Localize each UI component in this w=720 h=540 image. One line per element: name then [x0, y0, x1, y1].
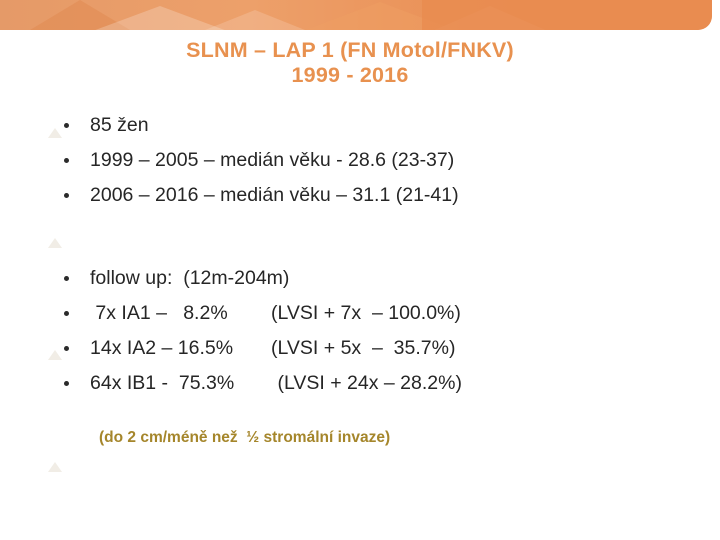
bullet-text: 14x IA2 – 16.5% (LVSI + 5x – 35.7%) — [90, 337, 456, 359]
banner-triangle-icon — [90, 6, 230, 30]
bullet-text: follow up: (12m-204m) — [90, 267, 290, 289]
banner-rounded-overlay — [422, 0, 712, 30]
slide-title-line2: 1999 - 2016 — [291, 63, 409, 87]
bullet-marker-icon — [64, 311, 69, 316]
slide-title: SLNM – LAP 1 (FN Motol/FNKV) 1999 - 2016 — [0, 38, 700, 88]
top-banner — [0, 0, 712, 30]
bullet-text: 7x IA1 – 8.2% (LVSI + 7x – 100.0%) — [90, 302, 461, 324]
bullet-text: 64x IB1 - 75.3% (LVSI + 24x – 28.2%) — [90, 372, 462, 394]
footnote: (do 2 cm/méně než ½ stromální invaze) — [99, 429, 391, 446]
list-item: 64x IB1 - 75.3% (LVSI + 24x – 28.2%) — [64, 370, 704, 405]
watermark-chevron-icon — [48, 238, 62, 248]
watermark-chevron-icon — [48, 350, 62, 360]
bullet-text: 1999 – 2005 – medián věku - 28.6 (23-37) — [90, 149, 455, 171]
banner-triangle-icon — [30, 0, 130, 30]
bullet-text: 85 žen — [90, 114, 149, 136]
banner-triangle-icon — [200, 10, 310, 30]
bullet-marker-icon — [64, 346, 69, 351]
bullet-marker-icon — [64, 381, 69, 386]
watermark-chevron-icon — [48, 462, 62, 472]
bullet-marker-icon — [64, 193, 69, 198]
bullet-list: 85 žen 1999 – 2005 – medián věku - 28.6 … — [64, 112, 704, 405]
list-item: 14x IA2 – 16.5% (LVSI + 5x – 35.7%) — [64, 335, 704, 370]
bullet-marker-icon — [64, 158, 69, 163]
slide-title-line1: SLNM – LAP 1 (FN Motol/FNKV) — [186, 38, 514, 62]
bullet-text: 2006 – 2016 – medián věku – 31.1 (21-41) — [90, 184, 459, 206]
list-item: follow up: (12m-204m) — [64, 265, 704, 300]
list-item: 7x IA1 – 8.2% (LVSI + 7x – 100.0%) — [64, 300, 704, 335]
list-item: 2006 – 2016 – medián věku – 31.1 (21-41) — [64, 182, 704, 217]
list-item: 1999 – 2005 – medián věku - 28.6 (23-37) — [64, 147, 704, 182]
bullet-marker-icon — [64, 123, 69, 128]
watermark-chevron-icon — [48, 128, 62, 138]
spacer — [64, 217, 704, 265]
bullet-marker-icon — [64, 276, 69, 281]
list-item: 85 žen — [64, 112, 704, 147]
